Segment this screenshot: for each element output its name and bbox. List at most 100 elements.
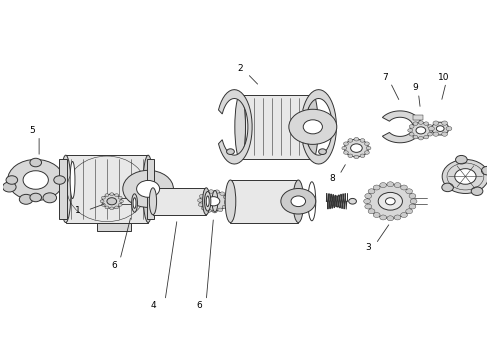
Circle shape [118,203,122,206]
Text: 6: 6 [111,261,117,270]
Text: 9: 9 [413,84,418,93]
Circle shape [428,125,433,128]
Polygon shape [59,159,67,219]
Circle shape [373,212,380,217]
Circle shape [429,126,435,131]
Circle shape [19,194,33,204]
Circle shape [43,193,56,203]
Circle shape [206,209,211,212]
Circle shape [343,151,348,154]
Circle shape [199,194,204,198]
Circle shape [360,139,365,142]
Circle shape [387,182,394,187]
Ellipse shape [308,95,318,159]
Circle shape [115,206,119,209]
Polygon shape [97,222,131,231]
Circle shape [409,132,414,136]
Text: 4: 4 [150,301,156,310]
Circle shape [408,129,413,132]
Circle shape [442,159,489,193]
Circle shape [424,135,429,139]
Circle shape [291,196,306,207]
Circle shape [471,187,483,195]
Circle shape [373,185,380,190]
Circle shape [105,206,109,209]
Circle shape [433,121,439,125]
Circle shape [442,183,453,192]
Circle shape [215,190,220,193]
Circle shape [368,189,375,194]
Text: 10: 10 [438,73,449,82]
Ellipse shape [132,194,138,212]
Circle shape [100,200,104,203]
Circle shape [409,204,416,209]
Circle shape [224,201,229,205]
Circle shape [110,193,114,195]
Circle shape [344,139,368,157]
Circle shape [386,198,395,205]
Text: 5: 5 [29,126,35,135]
Circle shape [212,210,217,213]
Circle shape [318,149,326,154]
Circle shape [226,149,234,154]
Circle shape [2,182,16,192]
Text: 2: 2 [237,64,243,73]
Circle shape [378,192,402,210]
Circle shape [120,200,123,203]
Circle shape [428,132,433,136]
Ellipse shape [143,155,153,222]
Circle shape [364,199,370,204]
Ellipse shape [204,192,211,211]
Polygon shape [413,134,422,138]
Polygon shape [382,111,422,143]
Circle shape [409,194,416,198]
Circle shape [137,180,160,197]
Circle shape [429,129,434,132]
Ellipse shape [308,182,316,221]
Circle shape [218,208,223,212]
Circle shape [455,168,476,184]
Circle shape [197,199,202,202]
Ellipse shape [149,188,157,215]
Circle shape [23,171,49,189]
Circle shape [365,194,371,198]
Text: 3: 3 [366,243,371,252]
Circle shape [343,142,348,145]
Circle shape [203,192,208,195]
Circle shape [394,183,401,188]
Circle shape [303,120,322,134]
Circle shape [406,189,413,194]
Circle shape [110,207,114,210]
Circle shape [368,209,375,214]
Ellipse shape [70,162,75,198]
Circle shape [413,122,418,125]
Circle shape [123,170,173,207]
Circle shape [30,158,42,167]
Circle shape [482,166,490,175]
Circle shape [387,216,394,221]
Text: 6: 6 [196,301,202,310]
Circle shape [366,146,371,150]
Circle shape [441,121,447,125]
Circle shape [354,155,359,159]
Circle shape [416,127,426,134]
Circle shape [289,109,337,144]
Polygon shape [153,188,206,215]
Circle shape [354,138,359,141]
Circle shape [446,126,452,131]
Circle shape [380,183,387,188]
Circle shape [8,159,64,201]
Circle shape [424,122,429,125]
Polygon shape [303,90,337,164]
Ellipse shape [60,155,71,222]
Circle shape [360,154,365,158]
Polygon shape [230,180,298,222]
Circle shape [115,194,119,197]
Circle shape [222,205,227,209]
Ellipse shape [293,180,304,222]
Ellipse shape [206,196,209,207]
Circle shape [6,176,18,184]
Circle shape [401,212,407,217]
Circle shape [107,198,117,205]
Text: 8: 8 [329,174,335,183]
